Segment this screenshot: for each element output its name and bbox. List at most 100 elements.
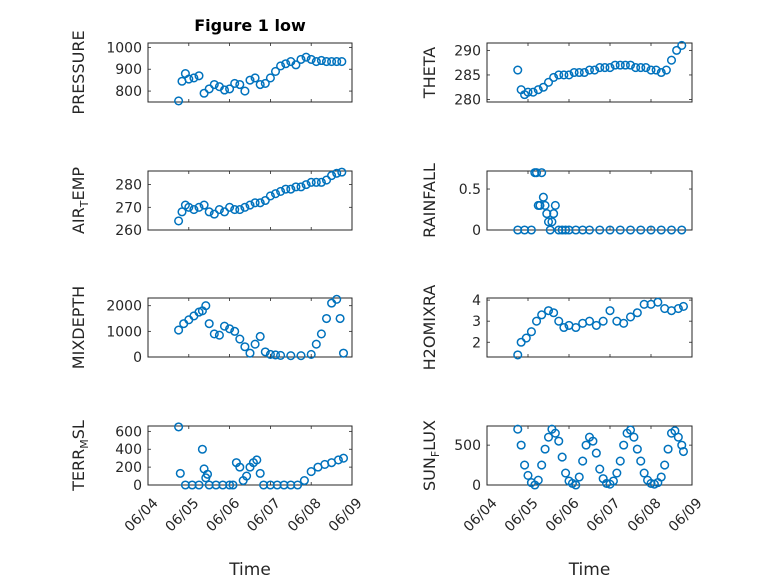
y-axis-label: SUNFLUX [420, 420, 442, 491]
data-point [605, 225, 615, 235]
data-point [550, 200, 560, 210]
data-point [678, 446, 689, 457]
data-point [608, 476, 618, 486]
x-tick-label: 06/09 [666, 495, 706, 535]
data-point [663, 444, 673, 454]
y-axis-label: AIRTEMP [69, 167, 91, 234]
data-point [296, 54, 306, 64]
data-point [677, 40, 687, 51]
subplot-airtemp: 260 270 280 AIRTEMP [69, 167, 353, 239]
data-point [306, 54, 316, 64]
data-point [240, 86, 250, 96]
x-axis-label: Time [228, 560, 271, 580]
data-point [554, 70, 564, 80]
data-point [535, 200, 545, 210]
data-point [520, 460, 530, 470]
data-point [513, 225, 523, 235]
data-point [523, 470, 533, 480]
data-point [291, 60, 301, 70]
data-point [189, 73, 199, 83]
data-point [242, 471, 252, 481]
data-point [677, 225, 687, 235]
data-point [245, 75, 255, 85]
data-point [204, 319, 214, 329]
data-point [230, 326, 240, 336]
data-point [293, 480, 303, 490]
data-point [235, 334, 245, 344]
data-point [265, 349, 275, 359]
data-point [666, 225, 677, 235]
data-point [194, 480, 204, 490]
data-point [579, 67, 589, 78]
data-point [219, 85, 230, 95]
data-point [214, 205, 224, 215]
data-point [531, 168, 542, 178]
x-tick-label: 06/07 [584, 495, 624, 535]
data-point [559, 322, 569, 333]
data-point [569, 67, 579, 78]
data-point [281, 59, 291, 69]
data-point [537, 460, 547, 470]
data-point [335, 313, 345, 324]
data-point [255, 198, 265, 208]
data-point [625, 312, 636, 322]
y-tick-label: 270 [115, 200, 142, 216]
subplot-rainfall: 0 0.5 RAINFALL [420, 163, 693, 239]
data-point [513, 65, 523, 75]
data-point [538, 192, 548, 202]
data-point [265, 73, 275, 83]
data-point [337, 57, 347, 67]
data-point [174, 325, 184, 335]
data-point [327, 170, 337, 181]
data-point [543, 306, 554, 316]
x-tick-label: 06/08 [285, 495, 325, 535]
data-point [615, 60, 625, 70]
data-point [286, 184, 296, 194]
data-point [625, 60, 636, 70]
data-point [533, 475, 543, 485]
y-tick-label: 280 [115, 178, 142, 194]
data-point [528, 87, 538, 97]
data-point [533, 85, 543, 95]
data-point [549, 72, 559, 82]
data-point [245, 348, 255, 358]
data-point [578, 225, 588, 235]
data-point [321, 313, 332, 324]
data-point [557, 225, 567, 235]
data-point [301, 180, 311, 190]
y-tick-label: 4 [472, 293, 481, 309]
data-point [598, 316, 608, 326]
y-tick-label: 0 [472, 223, 481, 239]
data-point [554, 225, 564, 235]
data-point [327, 57, 337, 67]
data-point [276, 350, 286, 361]
data-point [632, 444, 642, 454]
data-point [306, 349, 316, 359]
data-point [202, 469, 213, 479]
subplot-theta: 280 285 290 THETA [420, 40, 693, 109]
data-point [545, 225, 555, 235]
data-point [199, 88, 209, 98]
data-point [620, 60, 630, 70]
axes-frame [147, 42, 353, 103]
data-point [316, 177, 326, 187]
data-point [259, 480, 269, 490]
data-point [321, 57, 332, 67]
data-point [255, 468, 265, 478]
y-axis-label: RAINFALL [420, 163, 439, 238]
y-tick-label: 200 [115, 460, 142, 476]
x-tick-label: 06/04 [122, 495, 162, 535]
data-point [651, 65, 661, 75]
data-point [574, 67, 584, 78]
data-point [260, 78, 270, 88]
data-point [194, 71, 204, 81]
data-point [660, 460, 670, 470]
data-point [550, 428, 560, 438]
data-point [332, 168, 342, 178]
data-point [612, 468, 622, 478]
data-point [187, 480, 197, 490]
data-point [291, 182, 301, 192]
data-point [540, 200, 550, 210]
